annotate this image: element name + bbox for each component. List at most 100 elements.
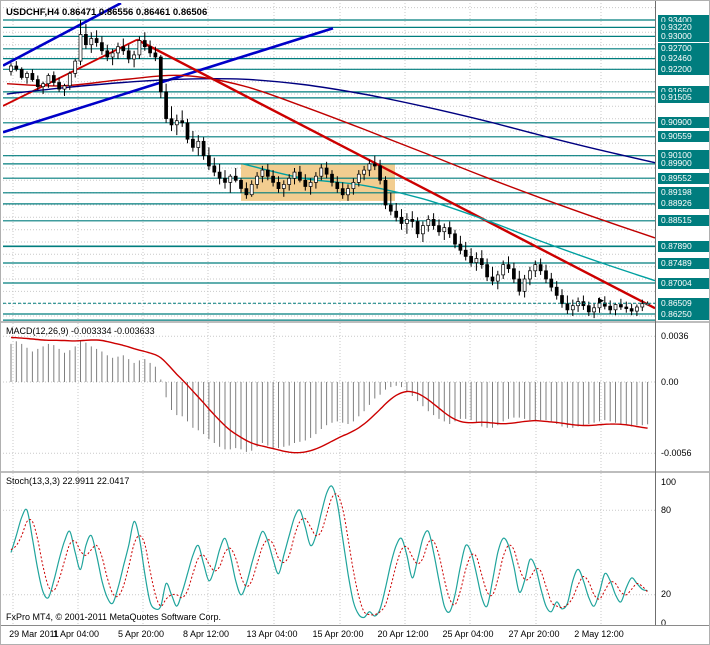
candle-body bbox=[522, 278, 527, 292]
candle-body bbox=[528, 270, 532, 280]
candle-body bbox=[57, 82, 61, 90]
candle-body bbox=[512, 268, 516, 280]
candle-body bbox=[356, 173, 361, 183]
time-axis-divider bbox=[1, 625, 709, 626]
candle-body bbox=[78, 34, 83, 62]
candle-body bbox=[137, 40, 142, 56]
candle-body bbox=[372, 163, 377, 167]
ma-slow-blue bbox=[6, 77, 655, 164]
indicator-axis-label: 0.00 bbox=[661, 376, 679, 387]
candle-body bbox=[629, 308, 634, 312]
stoch-d-line bbox=[10, 493, 648, 616]
candle-body bbox=[410, 219, 415, 222]
candle-body bbox=[624, 306, 629, 309]
candle-body bbox=[351, 182, 356, 189]
candle-body bbox=[217, 171, 222, 179]
candle-body bbox=[89, 38, 94, 46]
price-level-label: 0.90559 bbox=[658, 131, 709, 143]
candle-body bbox=[207, 155, 211, 167]
time-axis-label: 1 Apr 04:00 bbox=[52, 629, 100, 639]
time-axis-label: 13 Apr 04:00 bbox=[246, 629, 298, 639]
panel-splitter-stoch[interactable] bbox=[1, 471, 709, 473]
indicator-axis-label: 20 bbox=[661, 589, 672, 600]
candle-body bbox=[538, 264, 543, 272]
candle-body bbox=[608, 305, 613, 311]
candle-body bbox=[335, 182, 340, 189]
indicator-axis-label: -0.0056 bbox=[661, 447, 692, 458]
candle-body bbox=[158, 56, 163, 93]
candle-body bbox=[592, 307, 596, 313]
price-level-label: 0.89198 bbox=[658, 187, 709, 199]
panel-splitter-macd[interactable] bbox=[1, 321, 709, 323]
candle-body bbox=[485, 264, 489, 278]
macd-signal-line bbox=[10, 336, 648, 454]
candle-body bbox=[645, 303, 650, 306]
time-axis-label: 29 Mar 2011 bbox=[9, 629, 59, 639]
candle-body bbox=[431, 219, 436, 226]
stoch-panel[interactable] bbox=[3, 473, 655, 624]
time-axis-label: 15 Apr 20:00 bbox=[312, 629, 364, 639]
candle-body bbox=[223, 177, 227, 183]
price-chart-panel[interactable] bbox=[3, 3, 655, 321]
price-level-label: 0.86250 bbox=[658, 308, 709, 320]
candle-body bbox=[586, 305, 591, 313]
candle-body bbox=[506, 264, 511, 270]
candle-body bbox=[244, 188, 249, 196]
candle-body bbox=[426, 219, 431, 226]
price-level-label: 0.87890 bbox=[658, 241, 709, 252]
candle-body bbox=[271, 175, 275, 183]
candle-body bbox=[19, 68, 24, 78]
candle-body bbox=[287, 177, 292, 185]
copyright-note: FxPro MT4, © 2001-2011 MetaQuotes Softwa… bbox=[6, 612, 222, 622]
candle-body bbox=[619, 304, 623, 308]
candle-body bbox=[362, 169, 366, 175]
candle-body bbox=[565, 303, 570, 311]
candle-body bbox=[533, 264, 538, 272]
candle-body bbox=[201, 140, 206, 157]
time-axis-label: 27 Apr 20:00 bbox=[508, 629, 560, 639]
candle-body bbox=[463, 249, 468, 257]
candle-body bbox=[570, 305, 575, 311]
price-level-label: 0.91505 bbox=[658, 92, 709, 104]
price-level-label: 0.92460 bbox=[658, 53, 709, 65]
candle-body bbox=[46, 75, 51, 85]
candle-body bbox=[319, 167, 324, 177]
price-level-label: 0.88515 bbox=[658, 215, 709, 227]
indicator-axis-label: 100 bbox=[661, 476, 677, 487]
candle-body bbox=[490, 276, 495, 282]
candle-body bbox=[324, 167, 329, 175]
price-level-label: 0.87489 bbox=[658, 257, 709, 269]
price-level-label: 0.87004 bbox=[658, 277, 709, 289]
candle-body bbox=[164, 91, 168, 119]
price-level-label: 0.88926 bbox=[658, 198, 709, 210]
candle-body bbox=[35, 79, 40, 87]
candle-body bbox=[255, 175, 259, 185]
candle-body bbox=[458, 243, 463, 251]
time-axis-label: 25 Apr 04:00 bbox=[442, 629, 494, 639]
stoch-k-line bbox=[10, 485, 648, 619]
candle-body bbox=[367, 163, 372, 171]
candle-body bbox=[73, 60, 78, 74]
candle-body bbox=[239, 179, 243, 189]
candle-body bbox=[105, 50, 110, 58]
candle-body bbox=[41, 83, 45, 87]
macd-panel[interactable] bbox=[3, 323, 655, 471]
indicator-axis-label: 80 bbox=[661, 504, 672, 515]
candle-body bbox=[383, 179, 388, 206]
candle-body bbox=[132, 54, 136, 60]
price-level-label: 0.86509 bbox=[658, 297, 709, 309]
candle-body bbox=[169, 118, 174, 126]
candle-body bbox=[110, 52, 115, 58]
candle-body bbox=[635, 306, 639, 312]
time-axis-label: 5 Apr 20:00 bbox=[117, 629, 165, 639]
candle-body bbox=[185, 122, 190, 140]
candle-body bbox=[276, 182, 281, 189]
macd-indicator-label: MACD(12,26,9) -0.003334 -0.003633 bbox=[6, 326, 155, 336]
candle-body bbox=[415, 221, 420, 235]
candle-body bbox=[174, 120, 179, 126]
candle-body bbox=[308, 182, 313, 187]
candle-body bbox=[442, 227, 447, 233]
candle-body bbox=[549, 278, 554, 288]
candle-body bbox=[495, 274, 500, 282]
candle-body bbox=[517, 278, 522, 292]
